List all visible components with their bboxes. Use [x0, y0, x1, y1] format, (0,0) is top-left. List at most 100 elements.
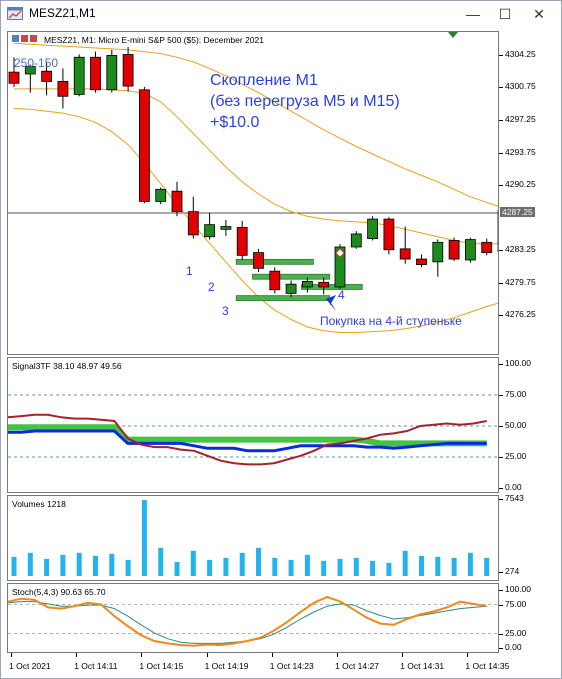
volume-chart	[11, 500, 490, 576]
step-level-3	[300, 284, 363, 290]
stochastic-signal-line	[8, 601, 487, 644]
volume-bar	[435, 556, 441, 576]
middle-band-line	[14, 88, 498, 245]
current-price-tag: 4287.25	[500, 207, 535, 218]
price-axis-label: 4300.75	[505, 81, 536, 92]
symbol-menu-icon[interactable]	[12, 34, 38, 43]
volume-bar	[288, 559, 294, 576]
title-bar[interactable]: MESZ21,M1 — ☐ ✕	[1, 1, 561, 27]
volume-bar	[321, 560, 327, 576]
candle-body	[318, 281, 330, 288]
price-axis-tick	[499, 250, 503, 252]
step-label-4: 4	[338, 288, 345, 302]
stochastic-main-line	[8, 595, 487, 647]
volume-pane[interactable]: Volumes 1218	[7, 495, 499, 581]
signal-axis-label: 100.00	[505, 358, 531, 368]
candle-body	[350, 233, 362, 248]
chart-window-icon	[7, 7, 23, 20]
signal-axis-label: 75.00	[505, 389, 527, 399]
candle-body	[481, 241, 493, 253]
candle-body	[432, 241, 444, 263]
signal-axis-tick	[499, 395, 503, 396]
volume-bar	[207, 559, 213, 576]
volume-axis: 7543 274	[499, 493, 556, 581]
stochastic-chart	[8, 595, 498, 647]
volume-bar	[353, 557, 359, 576]
maximize-button[interactable]: ☐	[498, 6, 512, 22]
stochastic-axis-tick	[499, 604, 503, 606]
buy-arrow-icon	[326, 295, 336, 312]
volume-bar	[174, 561, 180, 576]
volume-bar	[337, 558, 343, 576]
chart-frame: MESZ21, M1: Micro E-mini S&P 500 ($5): D…	[7, 31, 556, 674]
price-axis-label: 4304.25	[505, 48, 536, 59]
candle-body	[367, 218, 379, 240]
price-axis-tick	[499, 282, 503, 284]
signal-axis: 100.00 75.00 50.00 25.00 0.00	[499, 357, 556, 493]
minimize-button[interactable]: —	[466, 6, 480, 22]
candle-body	[448, 240, 460, 260]
signal-zone-line	[8, 424, 487, 447]
candle-body	[155, 188, 167, 202]
price-axis-tick	[499, 315, 503, 317]
stochastic-axis-label: 0.00	[505, 642, 522, 652]
candle-body	[269, 270, 281, 291]
price-axis-label: 4279.75	[505, 276, 536, 287]
time-axis-tick	[11, 653, 12, 657]
candle-body	[285, 283, 297, 294]
volume-bar	[109, 553, 115, 576]
time-axis-label: 1 Oct 14:31	[400, 661, 445, 671]
volume-bar	[93, 555, 98, 576]
price-axis[interactable]: 4304.25 4300.75 4297.25 4293.75 4290.25 4283.…	[499, 31, 556, 355]
annotation-subtitle: (без перегруза М5 и М15)	[210, 93, 400, 110]
volume-bar	[272, 557, 278, 576]
candle-body	[122, 54, 134, 87]
step-label-2: 2	[208, 280, 215, 294]
time-axis-label: 1 Oct 14:27	[335, 661, 379, 671]
volume-bar	[484, 557, 490, 576]
price-axis-label: 4297.25	[505, 114, 536, 125]
step-label-1: 1	[186, 264, 193, 278]
volume-bar	[27, 552, 33, 576]
signal-indicator-pane[interactable]: Signal3TF 38.10 48.97 49.56	[7, 357, 499, 493]
time-axis-tick	[467, 653, 469, 657]
volume-bar	[386, 562, 392, 576]
candle-body	[24, 66, 36, 75]
trade-annotation: Скопление М1 (без перегруза М5 и М15) +$…	[210, 70, 400, 133]
candle-body	[106, 54, 118, 91]
volume-bar	[304, 554, 310, 576]
chart-shift-icon	[448, 32, 458, 38]
stochastic-header: Stoch(5,4,3) 90.63 65.70	[12, 587, 106, 597]
volume-header: Volumes 1218	[12, 499, 66, 509]
candle-body	[57, 81, 69, 97]
volume-bar	[158, 547, 164, 576]
step-level-1	[235, 258, 314, 265]
close-button[interactable]: ✕	[533, 6, 545, 22]
candle-body	[8, 71, 20, 84]
price-axis-label: 4293.75	[505, 146, 536, 157]
price-axis-tick	[499, 120, 503, 122]
time-axis[interactable]: 1 Oct 2021 1 Oct 14:11 1 Oct 14:15 1 Oct 14…	[7, 653, 556, 673]
candle-body	[334, 246, 346, 288]
candle-body	[464, 239, 476, 261]
candle-body	[138, 89, 150, 202]
volume-bar	[190, 550, 196, 576]
signal-axis-tick	[499, 457, 503, 458]
candle-body	[383, 218, 395, 251]
stochastic-pane[interactable]: Stoch(5,4,3) 90.63 65.70	[7, 583, 499, 653]
volume-axis-tick	[499, 572, 503, 573]
time-axis-tick	[337, 653, 338, 657]
volume-bar	[11, 556, 17, 576]
signal-axis-label: 25.00	[505, 451, 527, 461]
buy-note: Покупка на 4-й ступеньке	[320, 314, 462, 328]
price-chart-pane[interactable]: MESZ21, M1: Micro E-mini S&P 500 ($5): D…	[7, 31, 499, 355]
candle-body	[90, 56, 101, 91]
annotation-title: Скопление М1	[210, 72, 318, 89]
range-label: 250-150	[14, 56, 59, 70]
candle-body	[416, 258, 427, 266]
signal-axis-label: 50.00	[505, 420, 527, 430]
step-label-3: 3	[222, 304, 229, 318]
candle-body	[220, 226, 232, 230]
volume-bar	[223, 557, 229, 576]
